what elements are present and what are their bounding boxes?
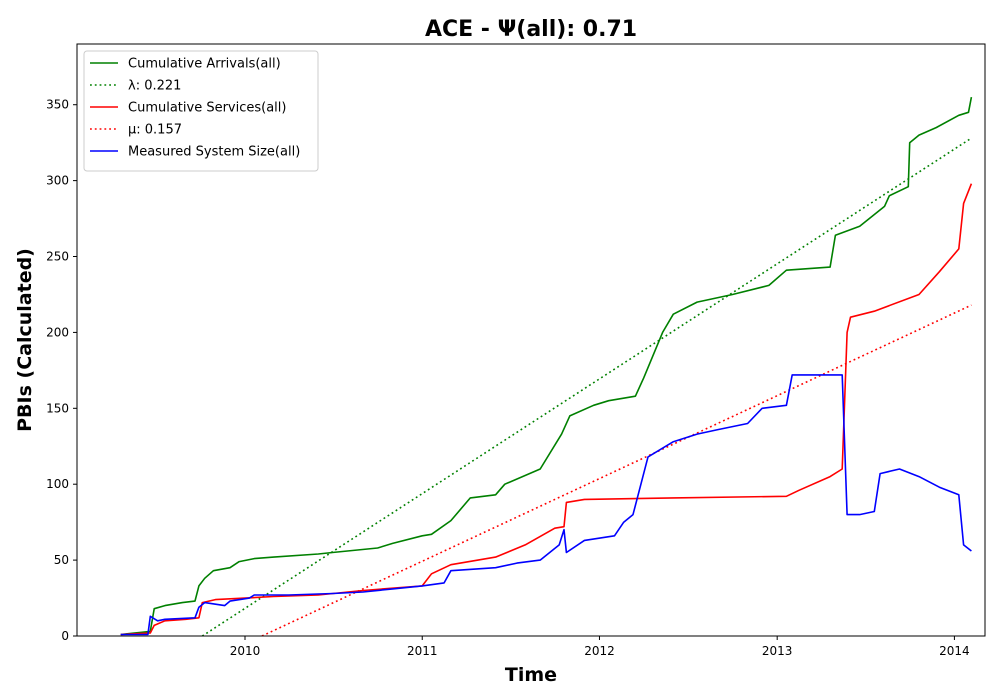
x-axis-label: Time bbox=[505, 664, 557, 686]
legend-item: Measured System Size(all) bbox=[90, 145, 300, 160]
y-tick-label: 0 bbox=[61, 629, 69, 643]
legend-label: μ: 0.157 bbox=[128, 123, 182, 138]
chart-title: ACE - Ψ(all): 0.71 bbox=[425, 17, 637, 42]
y-tick-label: 350 bbox=[46, 98, 69, 112]
legend-item: Cumulative Services(all) bbox=[90, 101, 286, 116]
x-tick-label: 2013 bbox=[762, 644, 793, 658]
plot-frame bbox=[76, 43, 986, 637]
x-tick-label: 2012 bbox=[584, 644, 615, 658]
y-tick-label: 150 bbox=[46, 401, 69, 415]
y-axis-label: PBIs (Calculated) bbox=[14, 248, 36, 432]
series-line-4 bbox=[261, 304, 972, 636]
y-tick-label: 300 bbox=[46, 174, 69, 188]
legend-box bbox=[83, 50, 319, 172]
axis-ticks: 2010 2011 2012 2013 2014 0 50 100 150 200 250 300 35… bbox=[46, 98, 970, 658]
plot-lines bbox=[120, 96, 973, 636]
legend: Cumulative Arrivals(all) λ: 0.221 Cumulati… bbox=[83, 50, 319, 172]
x-tick-label: 2010 bbox=[230, 644, 261, 658]
legend-label: Cumulative Arrivals(all) bbox=[128, 57, 281, 72]
series-line-5 bbox=[120, 374, 972, 636]
y-tick-label: 100 bbox=[46, 477, 69, 491]
series-line-1 bbox=[120, 96, 973, 636]
legend-label: Cumulative Services(all) bbox=[128, 101, 286, 116]
y-tick-label: 50 bbox=[54, 553, 69, 567]
y-tick-label: 250 bbox=[46, 250, 69, 264]
legend-label: Measured System Size(all) bbox=[128, 145, 300, 160]
legend-item: λ: 0.221 bbox=[90, 79, 181, 94]
legend-item: μ: 0.157 bbox=[90, 123, 182, 138]
x-tick-label: 2011 bbox=[407, 644, 438, 658]
y-tick-label: 200 bbox=[46, 325, 69, 339]
series-line-2 bbox=[201, 137, 972, 636]
series-line-3 bbox=[120, 183, 973, 636]
legend-item: Cumulative Arrivals(all) bbox=[90, 57, 281, 72]
legend-label: λ: 0.221 bbox=[128, 79, 181, 94]
x-tick-label: 2014 bbox=[939, 644, 970, 658]
